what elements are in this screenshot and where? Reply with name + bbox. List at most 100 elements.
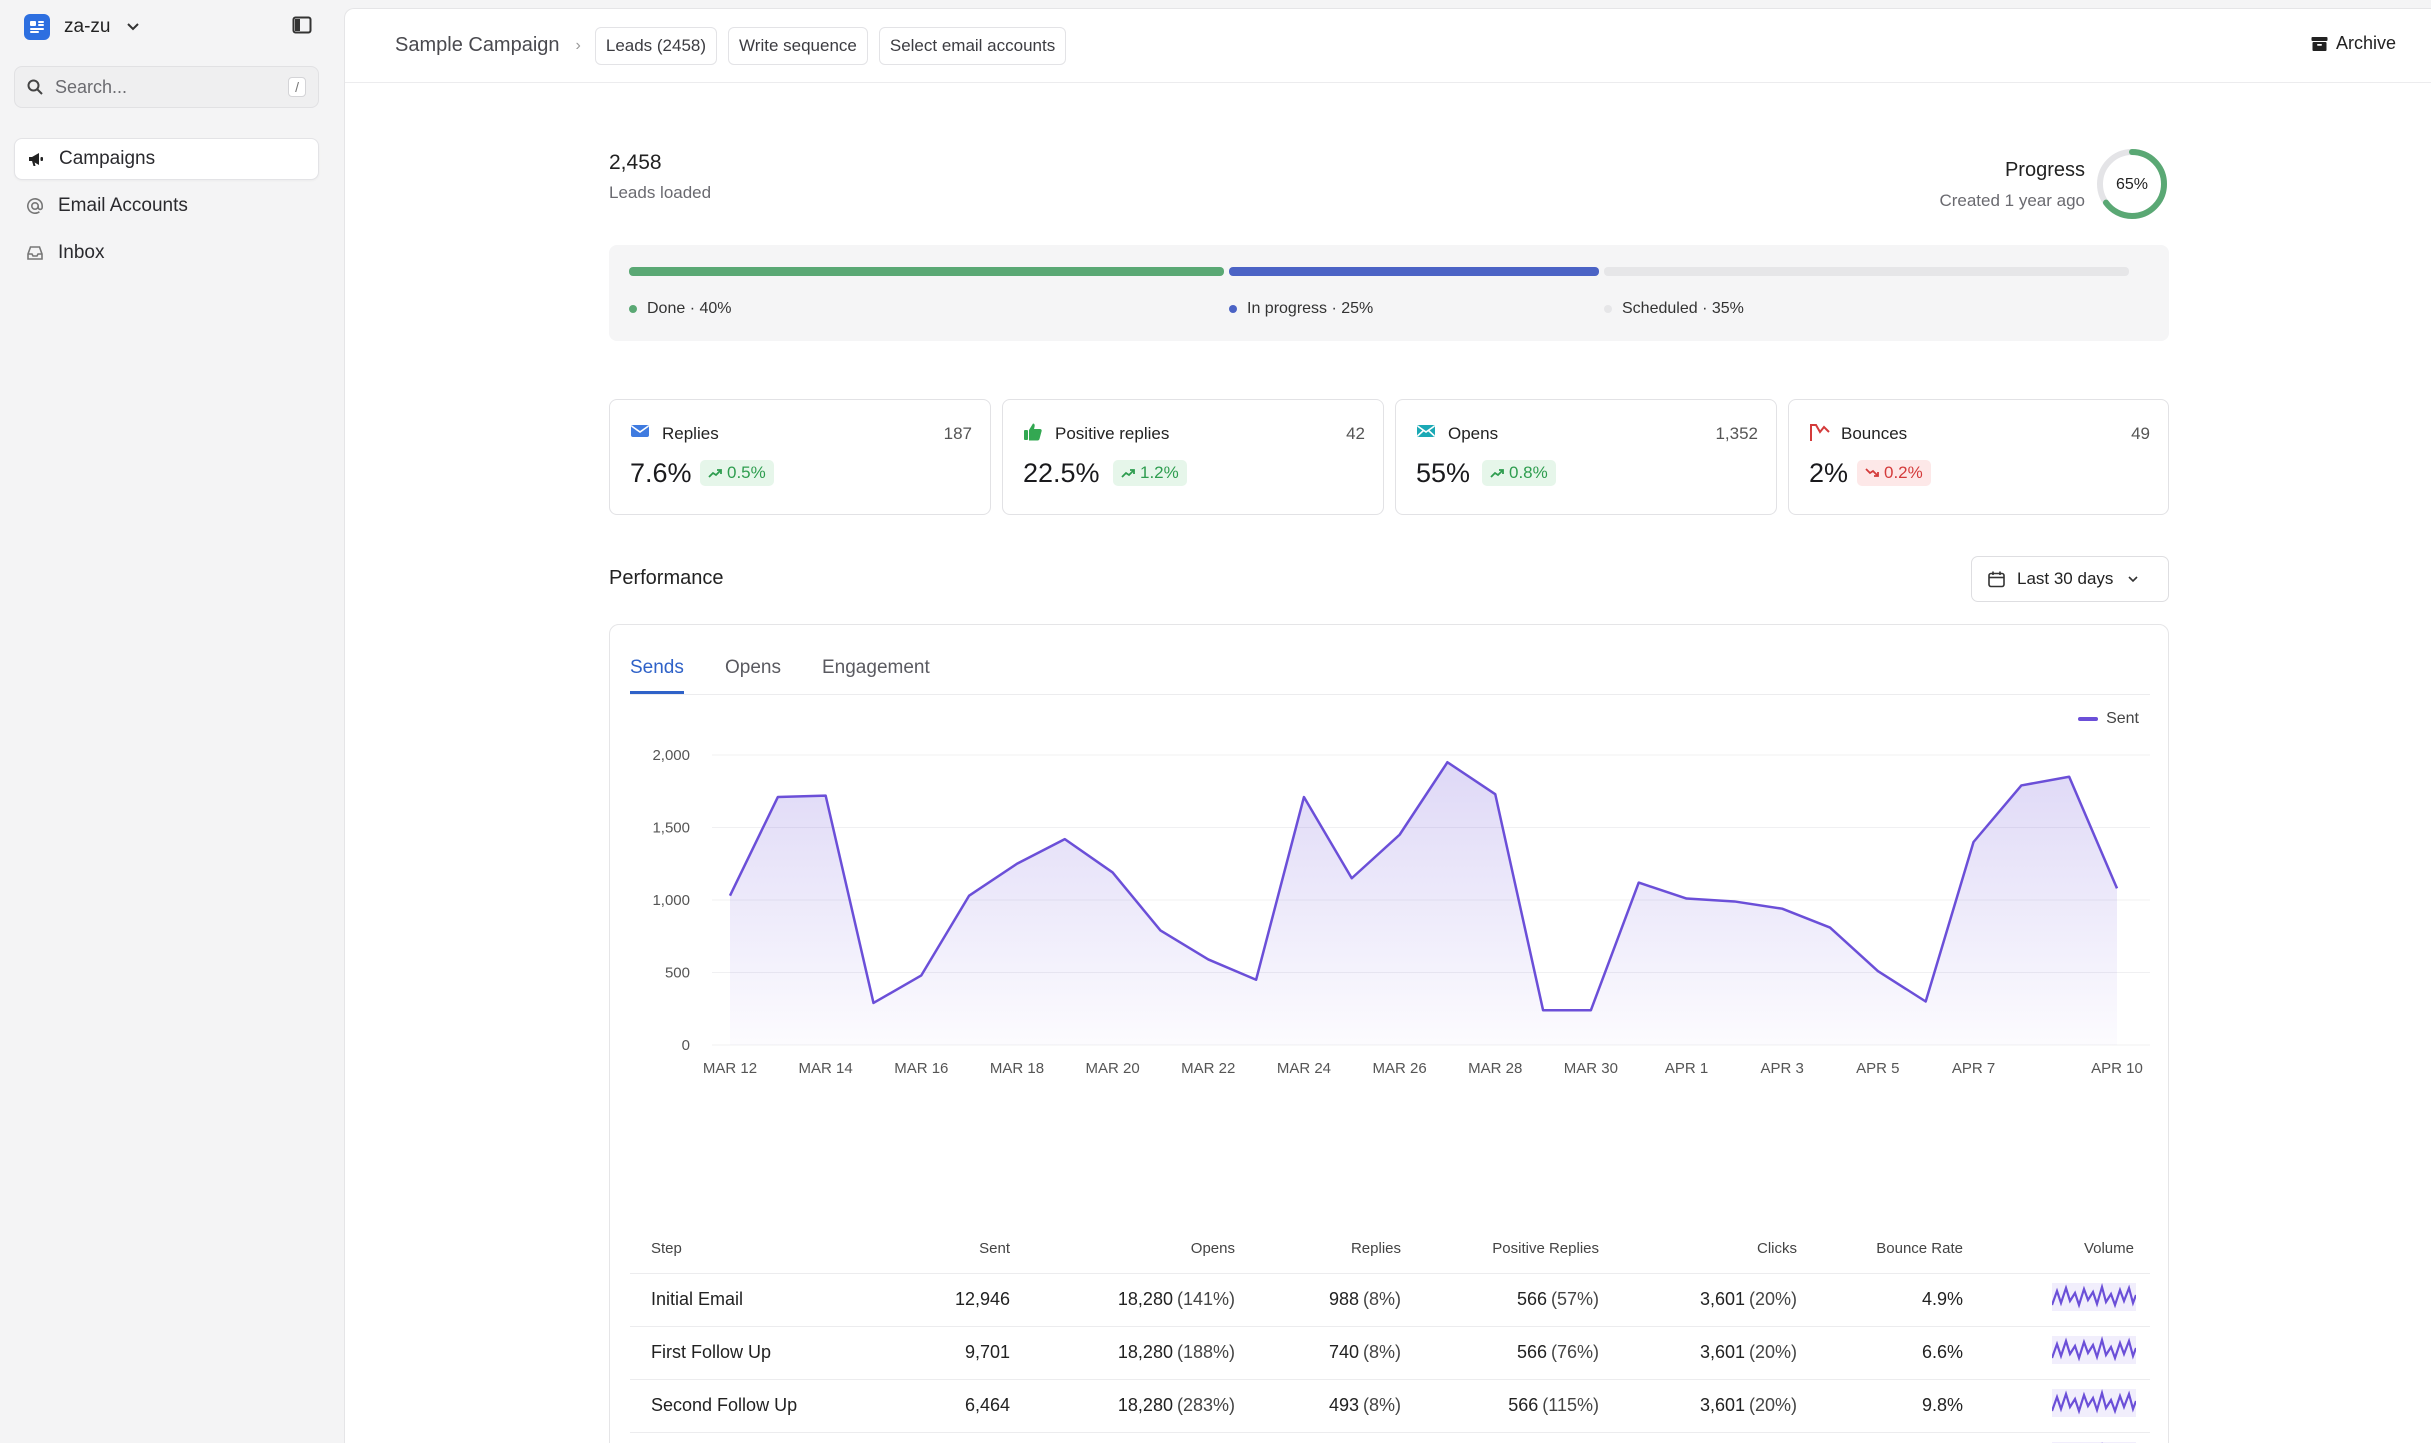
y-tick-label: 0 (682, 1037, 690, 1054)
progress-ring-arc (2097, 149, 2167, 219)
x-tick-label: MAR 30 (1564, 1060, 1618, 1077)
done-bar (629, 267, 1224, 276)
sidebar-item-campaigns[interactable]: Campaigns (14, 138, 319, 180)
metric-label: Positive replies (1055, 424, 1170, 443)
sends-chart: 0 500 1,000 1,500 2,000 MAR 12 MAR 14 MAR 16 MAR… (652, 747, 2150, 1077)
replies-cell: 988 (8%) (1235, 1273, 1401, 1327)
sidebar-item-inbox[interactable]: Inbox (14, 232, 319, 274)
sent-data-point (1350, 877, 1353, 880)
trend-down-icon (1865, 468, 1879, 477)
archive-icon (2311, 36, 2328, 51)
sidebar-item-label: Email Accounts (58, 195, 188, 216)
volume-sparkline-cell (1963, 1379, 2150, 1433)
progress-ring: 65% (2097, 149, 2167, 219)
workspace-name: za-zu (64, 16, 111, 37)
column-header: Clicks (1599, 1225, 1797, 1274)
metric-delta: 0.8% (1509, 463, 1548, 482)
x-tick-label: MAR 26 (1372, 1060, 1426, 1077)
leads-tab[interactable]: Leads (2458) (594, 26, 718, 65)
y-tick-label: 1,000 (652, 892, 690, 909)
metric-count: 187 (943, 424, 972, 443)
step-name: Initial Email (630, 1273, 850, 1327)
metric-label: Opens (1448, 424, 1499, 443)
table-row[interactable]: Final Follow Up3,22418,280(567%)246(8%)5… (630, 1432, 2150, 1443)
sent-data-point (1829, 926, 1832, 929)
metric-card-opens[interactable]: Opens 1,352 55% 0.8% (1395, 399, 1777, 515)
sent-value: 9,701 (850, 1326, 1010, 1380)
campaign-title[interactable]: Sample Campaign (395, 34, 560, 56)
metric-count: 49 (2131, 424, 2150, 443)
sent-data-point (1924, 1000, 1927, 1003)
grid-icon (24, 14, 50, 40)
search-box[interactable]: / (14, 66, 319, 108)
positive-replies-cell: 566 (115%) (1401, 1379, 1599, 1433)
metric-value: 7.6% (630, 458, 692, 488)
sent-data-point (1494, 793, 1497, 796)
metric-value: 22.5% (1023, 458, 1100, 488)
tab-opens[interactable]: Opens (725, 657, 781, 678)
table-row[interactable]: Initial Email 12,946 18,280 (141%) 988 (8%) 56… (630, 1273, 2150, 1327)
in-progress-legend: In progress · 25% (1229, 300, 1373, 318)
legend-swatch (2078, 717, 2099, 721)
sidebar-toggle-icon[interactable] (292, 16, 312, 34)
metric-value: 55% (1416, 458, 1471, 488)
x-tick-label: MAR 14 (799, 1060, 853, 1077)
sent-data-point (729, 894, 732, 897)
sent-line (728, 761, 2119, 1012)
metric-card-replies[interactable]: Replies 187 7.6% 0.5% (609, 399, 991, 515)
bounce-rate-value: 19.7% (1797, 1432, 1963, 1443)
y-tick-label: 500 (665, 965, 690, 982)
performance-title: Performance (609, 567, 724, 589)
bounce-rate-value: 4.9% (1797, 1273, 1963, 1327)
archive-button[interactable]: Archive (2311, 33, 2396, 54)
replies-pct: (8%) (1362, 1395, 1401, 1415)
select-email-accounts-tab[interactable]: Select email accounts (878, 26, 1067, 65)
x-tick-label: APR 7 (1952, 1060, 1995, 1077)
sidebar-item-email-accounts[interactable]: Email Accounts (14, 185, 319, 227)
metric-card-positive-replies[interactable]: Positive replies 42 22.5% 1.2% (1002, 399, 1384, 515)
metric-card-bounces[interactable]: Bounces 49 2% 0.2% (1788, 399, 2169, 515)
table-row[interactable]: Second Follow Up 6,464 18,280 (283%) 493 (8%)… (630, 1379, 2150, 1433)
table-header-row: Step Sent Opens Replies Positive Replies… (630, 1225, 2150, 1274)
sent-data-point (776, 796, 779, 799)
volume-sparkline-cell (1963, 1326, 2150, 1380)
search-input[interactable] (55, 76, 289, 98)
x-tick-label: MAR 24 (1277, 1060, 1331, 1077)
sent-data-point (1876, 970, 1879, 973)
x-tick-label: APR 1 (1665, 1060, 1708, 1077)
tab-sends[interactable]: Sends (630, 657, 684, 694)
positive-replies-value: 566 (1516, 1289, 1547, 1309)
sidebar-item-label: Campaigns (59, 148, 156, 169)
metric-delta: 0.2% (1884, 463, 1923, 482)
write-sequence-tab[interactable]: Write sequence (728, 26, 868, 65)
megaphone-icon (29, 153, 43, 166)
column-header: Bounce Rate (1797, 1225, 1963, 1274)
table-row[interactable]: First Follow Up 9,701 18,280 (188%) 740 (8%) 5… (630, 1326, 2150, 1380)
opens-value: 18,280 (1117, 1395, 1173, 1415)
replies-pct: (8%) (1362, 1342, 1401, 1362)
clicks-cell: 3,601(20%) (1599, 1432, 1797, 1443)
metric-delta-badge: 0.8% (1482, 460, 1556, 486)
inbox-icon (27, 246, 43, 260)
sidebar-nav: Campaigns Email Accounts Inbox (14, 138, 319, 279)
chart-legend: Sent (2078, 710, 2139, 728)
date-range-select[interactable]: Last 30 days (1971, 556, 2169, 602)
x-tick-label: APR 10 (2091, 1060, 2143, 1077)
replies-pct: (8%) (1362, 1289, 1401, 1309)
tab-engagement[interactable]: Engagement (822, 657, 930, 678)
sent-data-point (1302, 796, 1305, 799)
x-tick-label: MAR 12 (703, 1060, 757, 1077)
sent-data-point (1542, 1009, 1545, 1012)
legend-label: Sent (2106, 710, 2139, 727)
sent-data-point (1159, 929, 1162, 932)
clicks-value: 3,601 (1699, 1289, 1745, 1309)
positive-replies-pct: (76%) (1550, 1342, 1599, 1362)
replies-value: 493 (1328, 1395, 1359, 1415)
column-header: Replies (1235, 1225, 1401, 1274)
step-name: Final Follow Up (630, 1432, 850, 1443)
workspace-switcher[interactable]: za-zu (24, 12, 140, 42)
metric-delta-badge: 0.2% (1857, 460, 1931, 486)
positive-replies-pct: (115%) (1542, 1395, 1599, 1415)
performance-tabs: Sends Opens Engagement (630, 625, 2150, 695)
breadcrumb: Sample Campaign › Leads (2458) Write seq… (345, 9, 2431, 83)
